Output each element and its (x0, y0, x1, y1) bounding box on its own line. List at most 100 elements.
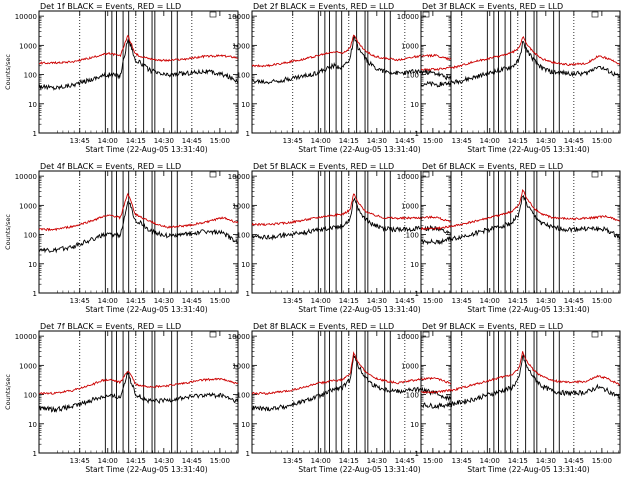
x-tick-label: 14:15 (339, 297, 359, 305)
x-tick-label: 15:00 (423, 457, 443, 465)
events-series-line (39, 201, 238, 254)
events-series-line (421, 41, 620, 88)
panel-title: Det 7f BLACK = Events, RED = LLD (40, 322, 181, 331)
x-tick-label: 14:15 (339, 457, 359, 465)
lld-series-line (421, 35, 620, 72)
x-tick-label: 15:00 (423, 297, 443, 305)
plot-frame (38, 10, 239, 134)
chart-panel: 1 10 100 1000 10000 13:45 14:00 14:15 14:30 14:45… (397, 322, 621, 474)
x-axis-label: Start Time (22-Aug-05 13:31:40) (467, 145, 589, 154)
events-series-line (39, 38, 238, 91)
y-tick-label: 10000 (15, 13, 37, 21)
chart-panel: 1 10 100 1000 10000 13:45 14:00 14:15 14:30 14:45… (228, 322, 452, 474)
plot-frame (420, 10, 621, 134)
x-tick-label: 14:30 (367, 297, 387, 305)
legend-box (209, 331, 217, 338)
series-group (252, 34, 451, 85)
y-axis-label: Counts/sec (4, 54, 12, 90)
plot-frame (251, 170, 452, 294)
y-tick-label: 10 (28, 261, 37, 269)
legend-box (591, 171, 599, 178)
x-tick-label: 14:45 (395, 297, 415, 305)
x-tick-label: 14:30 (154, 457, 174, 465)
x-tick-label: 14:30 (154, 137, 174, 145)
y-tick-label: 10 (241, 101, 250, 109)
y-tick-label: 1000 (19, 42, 37, 50)
y-tick-label: 10 (410, 101, 419, 109)
x-tick-label: 14:15 (339, 137, 359, 145)
plot-frame (420, 330, 621, 454)
y-tick-label: 10 (28, 101, 37, 109)
x-tick-label: 14:30 (367, 137, 387, 145)
x-tick-label: 14:00 (98, 457, 118, 465)
y-axis-label: Counts/sec (4, 214, 12, 250)
y-tick-label: 1000 (19, 202, 37, 210)
y-tick-label: 100 (406, 72, 419, 80)
chart-panel: 1 10 100 1000 10000 13:45 14:00 14:15 14:30 14:45… (397, 162, 621, 314)
y-tick-label: 100 (237, 232, 250, 240)
y-tick-label: 1000 (401, 202, 419, 210)
y-tick-label: 10 (410, 421, 419, 429)
y-tick-label: 10000 (397, 333, 419, 341)
x-axis-label: Start Time (22-Aug-05 13:31:40) (85, 305, 207, 314)
lld-series-line (252, 351, 451, 396)
chart-panel: 1 10 100 1000 10000 13:45 14:00 14:15 14:30 14:45… (4, 322, 239, 474)
panel-title: Det 9f BLACK = Events, RED = LLD (422, 322, 563, 331)
legend-box (591, 11, 599, 18)
y-tick-label: 1000 (19, 362, 37, 370)
x-axis-label: Start Time (22-Aug-05 13:31:40) (298, 145, 420, 154)
lld-series-line (252, 34, 451, 68)
chart-panel: 1 10 100 1000 10000 13:45 14:00 14:15 14:30 14:45… (4, 2, 239, 154)
y-tick-label: 1 (33, 290, 37, 298)
legend-box (209, 171, 217, 178)
plot-frame (420, 170, 621, 294)
x-tick-label: 14:45 (182, 457, 202, 465)
x-tick-label: 14:45 (395, 457, 415, 465)
x-tick-label: 13:45 (70, 137, 90, 145)
x-axis-label: Start Time (22-Aug-05 13:31:40) (298, 305, 420, 314)
x-tick-label: 14:15 (126, 137, 146, 145)
y-tick-label: 100 (24, 392, 37, 400)
y-tick-label: 1000 (232, 362, 250, 370)
chart-panel: 1 10 100 1000 10000 13:45 14:00 14:15 14:30 14:45… (397, 2, 621, 154)
x-tick-label: 13:45 (452, 457, 472, 465)
x-tick-label: 15:00 (210, 297, 230, 305)
x-tick-label: 14:30 (154, 297, 174, 305)
plot-frame (251, 10, 452, 134)
y-tick-label: 1 (415, 130, 419, 138)
x-tick-label: 14:45 (564, 137, 584, 145)
y-tick-label: 1000 (401, 42, 419, 50)
x-tick-label: 13:45 (452, 297, 472, 305)
x-tick-label: 14:45 (564, 297, 584, 305)
y-tick-label: 1 (246, 450, 250, 458)
series-group (252, 193, 451, 241)
x-tick-label: 14:00 (98, 297, 118, 305)
x-tick-label: 14:00 (480, 457, 500, 465)
events-series-line (39, 371, 238, 413)
lld-series-line (421, 351, 620, 394)
legend-box (422, 171, 430, 178)
y-tick-label: 10000 (15, 333, 37, 341)
series-group (39, 192, 238, 254)
x-axis-label: Start Time (22-Aug-05 13:31:40) (85, 465, 207, 474)
y-tick-label: 10 (241, 261, 250, 269)
x-tick-label: 15:00 (210, 457, 230, 465)
lld-series-line (39, 34, 238, 65)
panel-title: Det 2f BLACK = Events, RED = LLD (253, 2, 394, 11)
events-series-line (252, 353, 451, 412)
panel-title: Det 3f BLACK = Events, RED = LLD (422, 2, 563, 11)
x-tick-label: 14:15 (508, 137, 528, 145)
x-tick-label: 13:45 (283, 297, 303, 305)
x-tick-label: 13:45 (70, 297, 90, 305)
x-tick-label: 15:00 (592, 137, 612, 145)
legend-box (422, 331, 430, 338)
events-series-line (252, 197, 451, 241)
x-tick-label: 14:00 (311, 297, 331, 305)
y-tick-label: 100 (406, 392, 419, 400)
y-tick-label: 1 (246, 290, 250, 298)
x-tick-label: 13:45 (283, 137, 303, 145)
series-group (252, 351, 451, 412)
x-tick-label: 14:00 (311, 137, 331, 145)
x-tick-label: 15:00 (592, 297, 612, 305)
plot-frame (38, 170, 239, 294)
